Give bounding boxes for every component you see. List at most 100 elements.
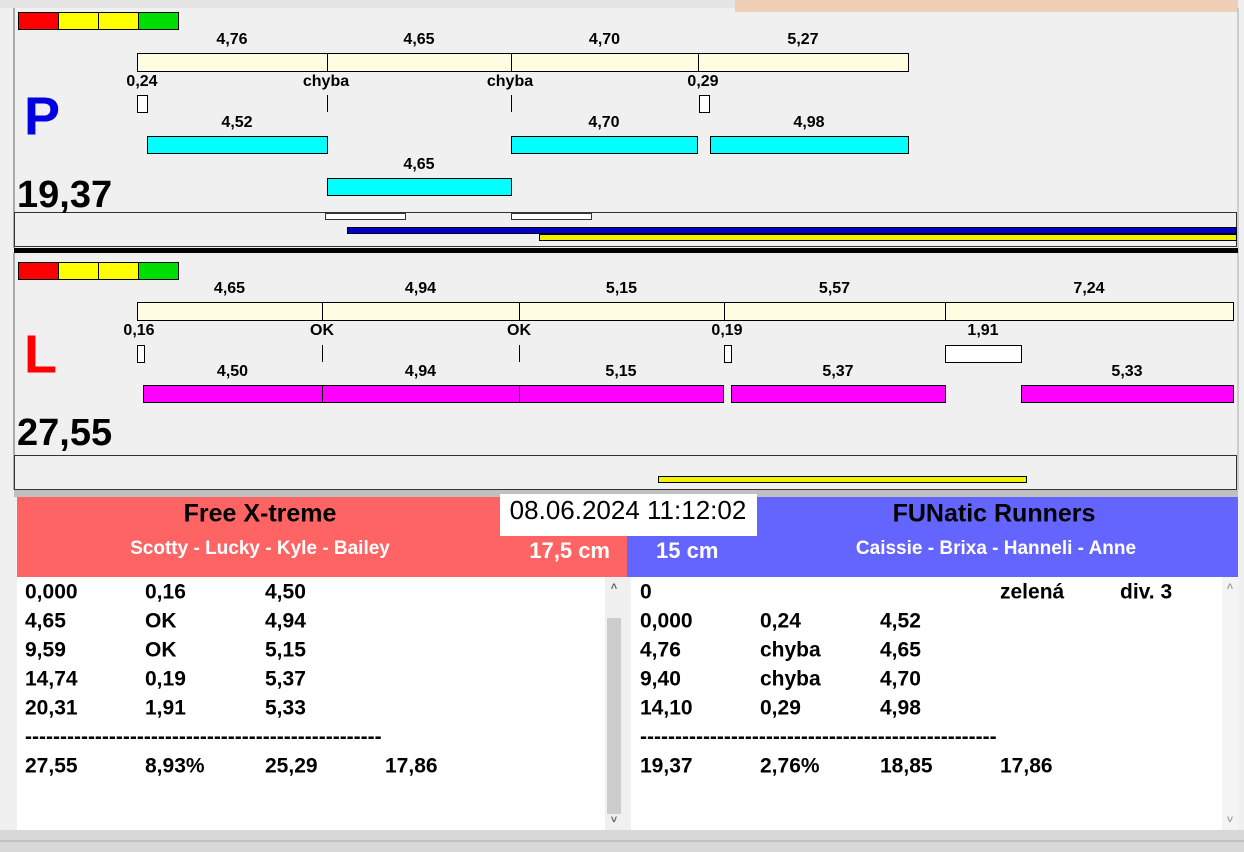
table-cell: 0,29 xyxy=(760,697,801,720)
pass-label: 0,16 xyxy=(123,322,154,339)
pass-label: OK xyxy=(310,322,334,339)
table-separator: ----------------------------------------… xyxy=(25,726,382,749)
scroll-up[interactable]: ˄ xyxy=(1227,581,1234,593)
run-segment xyxy=(511,53,699,72)
table-cell: 4,65 xyxy=(880,639,921,662)
results-table xyxy=(17,577,605,830)
dog-time: 4,52 xyxy=(221,114,252,131)
table-summary: 18,85 xyxy=(880,755,933,778)
table-cell: 0,24 xyxy=(760,610,801,633)
table-summary: 17,86 xyxy=(385,755,438,778)
table-cell: 0,000 xyxy=(25,581,78,604)
track-marker xyxy=(511,213,592,220)
pass-label: 0,29 xyxy=(687,73,718,90)
table-cell: 14,10 xyxy=(640,697,693,720)
run-time: 4,65 xyxy=(214,280,245,297)
status-light xyxy=(138,262,179,280)
lane-total: 27,55 xyxy=(17,412,112,454)
lane-total: 19,37 xyxy=(17,174,112,216)
table-cell: 4,94 xyxy=(265,610,306,633)
table-summary: 25,29 xyxy=(265,755,318,778)
run-segment xyxy=(327,53,512,72)
header-strip xyxy=(735,0,1238,12)
status-light xyxy=(98,12,139,30)
table-cell: 4,65 xyxy=(25,610,66,633)
dog-bar xyxy=(143,385,323,403)
dog-bar xyxy=(731,385,946,403)
dog-bar xyxy=(519,385,724,403)
dog-bar xyxy=(147,136,328,154)
pass-label: 1,91 xyxy=(967,322,998,339)
team-height: 17,5 cm xyxy=(529,538,610,563)
dog-bar xyxy=(327,178,512,196)
dog-time: 5,33 xyxy=(1111,363,1142,380)
dog-time: 4,70 xyxy=(588,114,619,131)
table-summary: 27,55 xyxy=(25,755,78,778)
dog-bar xyxy=(511,136,698,154)
table-cell: OK xyxy=(145,639,177,662)
dog-bar xyxy=(710,136,909,154)
table-cell: 0 xyxy=(640,581,652,604)
lane-letter: L xyxy=(24,324,57,384)
run-time: 4,70 xyxy=(589,31,620,48)
table-cell: 4,52 xyxy=(880,610,921,633)
pass-label: OK xyxy=(507,322,531,339)
datetime: 08.06.2024 11:12:02 xyxy=(510,495,747,525)
run-segment xyxy=(322,302,520,321)
team-members: Scotty - Lucky - Kyle - Bailey xyxy=(130,538,390,559)
table-cell: chyba xyxy=(760,668,821,691)
datetime-box xyxy=(500,494,757,536)
table-cell: 0,000 xyxy=(640,610,693,633)
pass-box xyxy=(137,95,148,113)
run-time: 4,76 xyxy=(216,31,247,48)
run-time: 4,94 xyxy=(405,280,436,297)
dog-bar xyxy=(322,385,520,403)
dog-time: 5,37 xyxy=(822,363,853,380)
scroll-down[interactable]: ˅ xyxy=(1227,814,1234,826)
table-cell: 4,70 xyxy=(880,668,921,691)
table-cell: 14,74 xyxy=(25,668,78,691)
scrollbar[interactable] xyxy=(1222,577,1238,830)
table-cell: 5,15 xyxy=(265,639,306,662)
dog-time: 5,15 xyxy=(605,363,636,380)
results-table xyxy=(631,577,1222,830)
track-marker xyxy=(325,213,406,220)
table-summary: 17,86 xyxy=(1000,755,1053,778)
pass-label: chyba xyxy=(303,73,349,90)
pass-box xyxy=(137,345,145,363)
table-cell: 4,50 xyxy=(265,581,306,604)
table-cell: 5,33 xyxy=(265,697,306,720)
pass-label: chyba xyxy=(487,73,533,90)
divider xyxy=(14,490,1238,497)
status-light xyxy=(98,262,139,280)
run-time: 7,24 xyxy=(1073,280,1104,297)
track-box xyxy=(14,455,1237,490)
status-light xyxy=(138,12,179,30)
status-light xyxy=(18,262,59,280)
run-segment xyxy=(724,302,946,321)
run-time: 4,65 xyxy=(403,31,434,48)
scroll-up[interactable]: ˄ xyxy=(611,581,618,593)
scrollbar-thumb[interactable] xyxy=(607,618,621,814)
progress-bar xyxy=(539,234,1237,241)
pass-label: 0,24 xyxy=(126,73,157,90)
status-light xyxy=(18,12,59,30)
dog-bar xyxy=(1021,385,1234,403)
table-summary: 19,37 xyxy=(640,755,693,778)
table-cell: 9,40 xyxy=(640,668,681,691)
run-segment xyxy=(137,302,323,321)
table-summary: 2,76% xyxy=(760,755,820,778)
run-time: 5,15 xyxy=(606,280,637,297)
table-cell: 4,76 xyxy=(640,639,681,662)
table-cell: 0,16 xyxy=(145,581,186,604)
table-cell: chyba xyxy=(760,639,821,662)
team-name: FUNatic Runners xyxy=(893,500,1096,528)
lane-letter: P xyxy=(24,86,60,146)
status-light xyxy=(58,12,99,30)
scroll-down[interactable]: ˅ xyxy=(611,814,618,826)
table-summary: 8,93% xyxy=(145,755,205,778)
run-segment xyxy=(137,53,328,72)
table-cell: OK xyxy=(145,610,177,633)
